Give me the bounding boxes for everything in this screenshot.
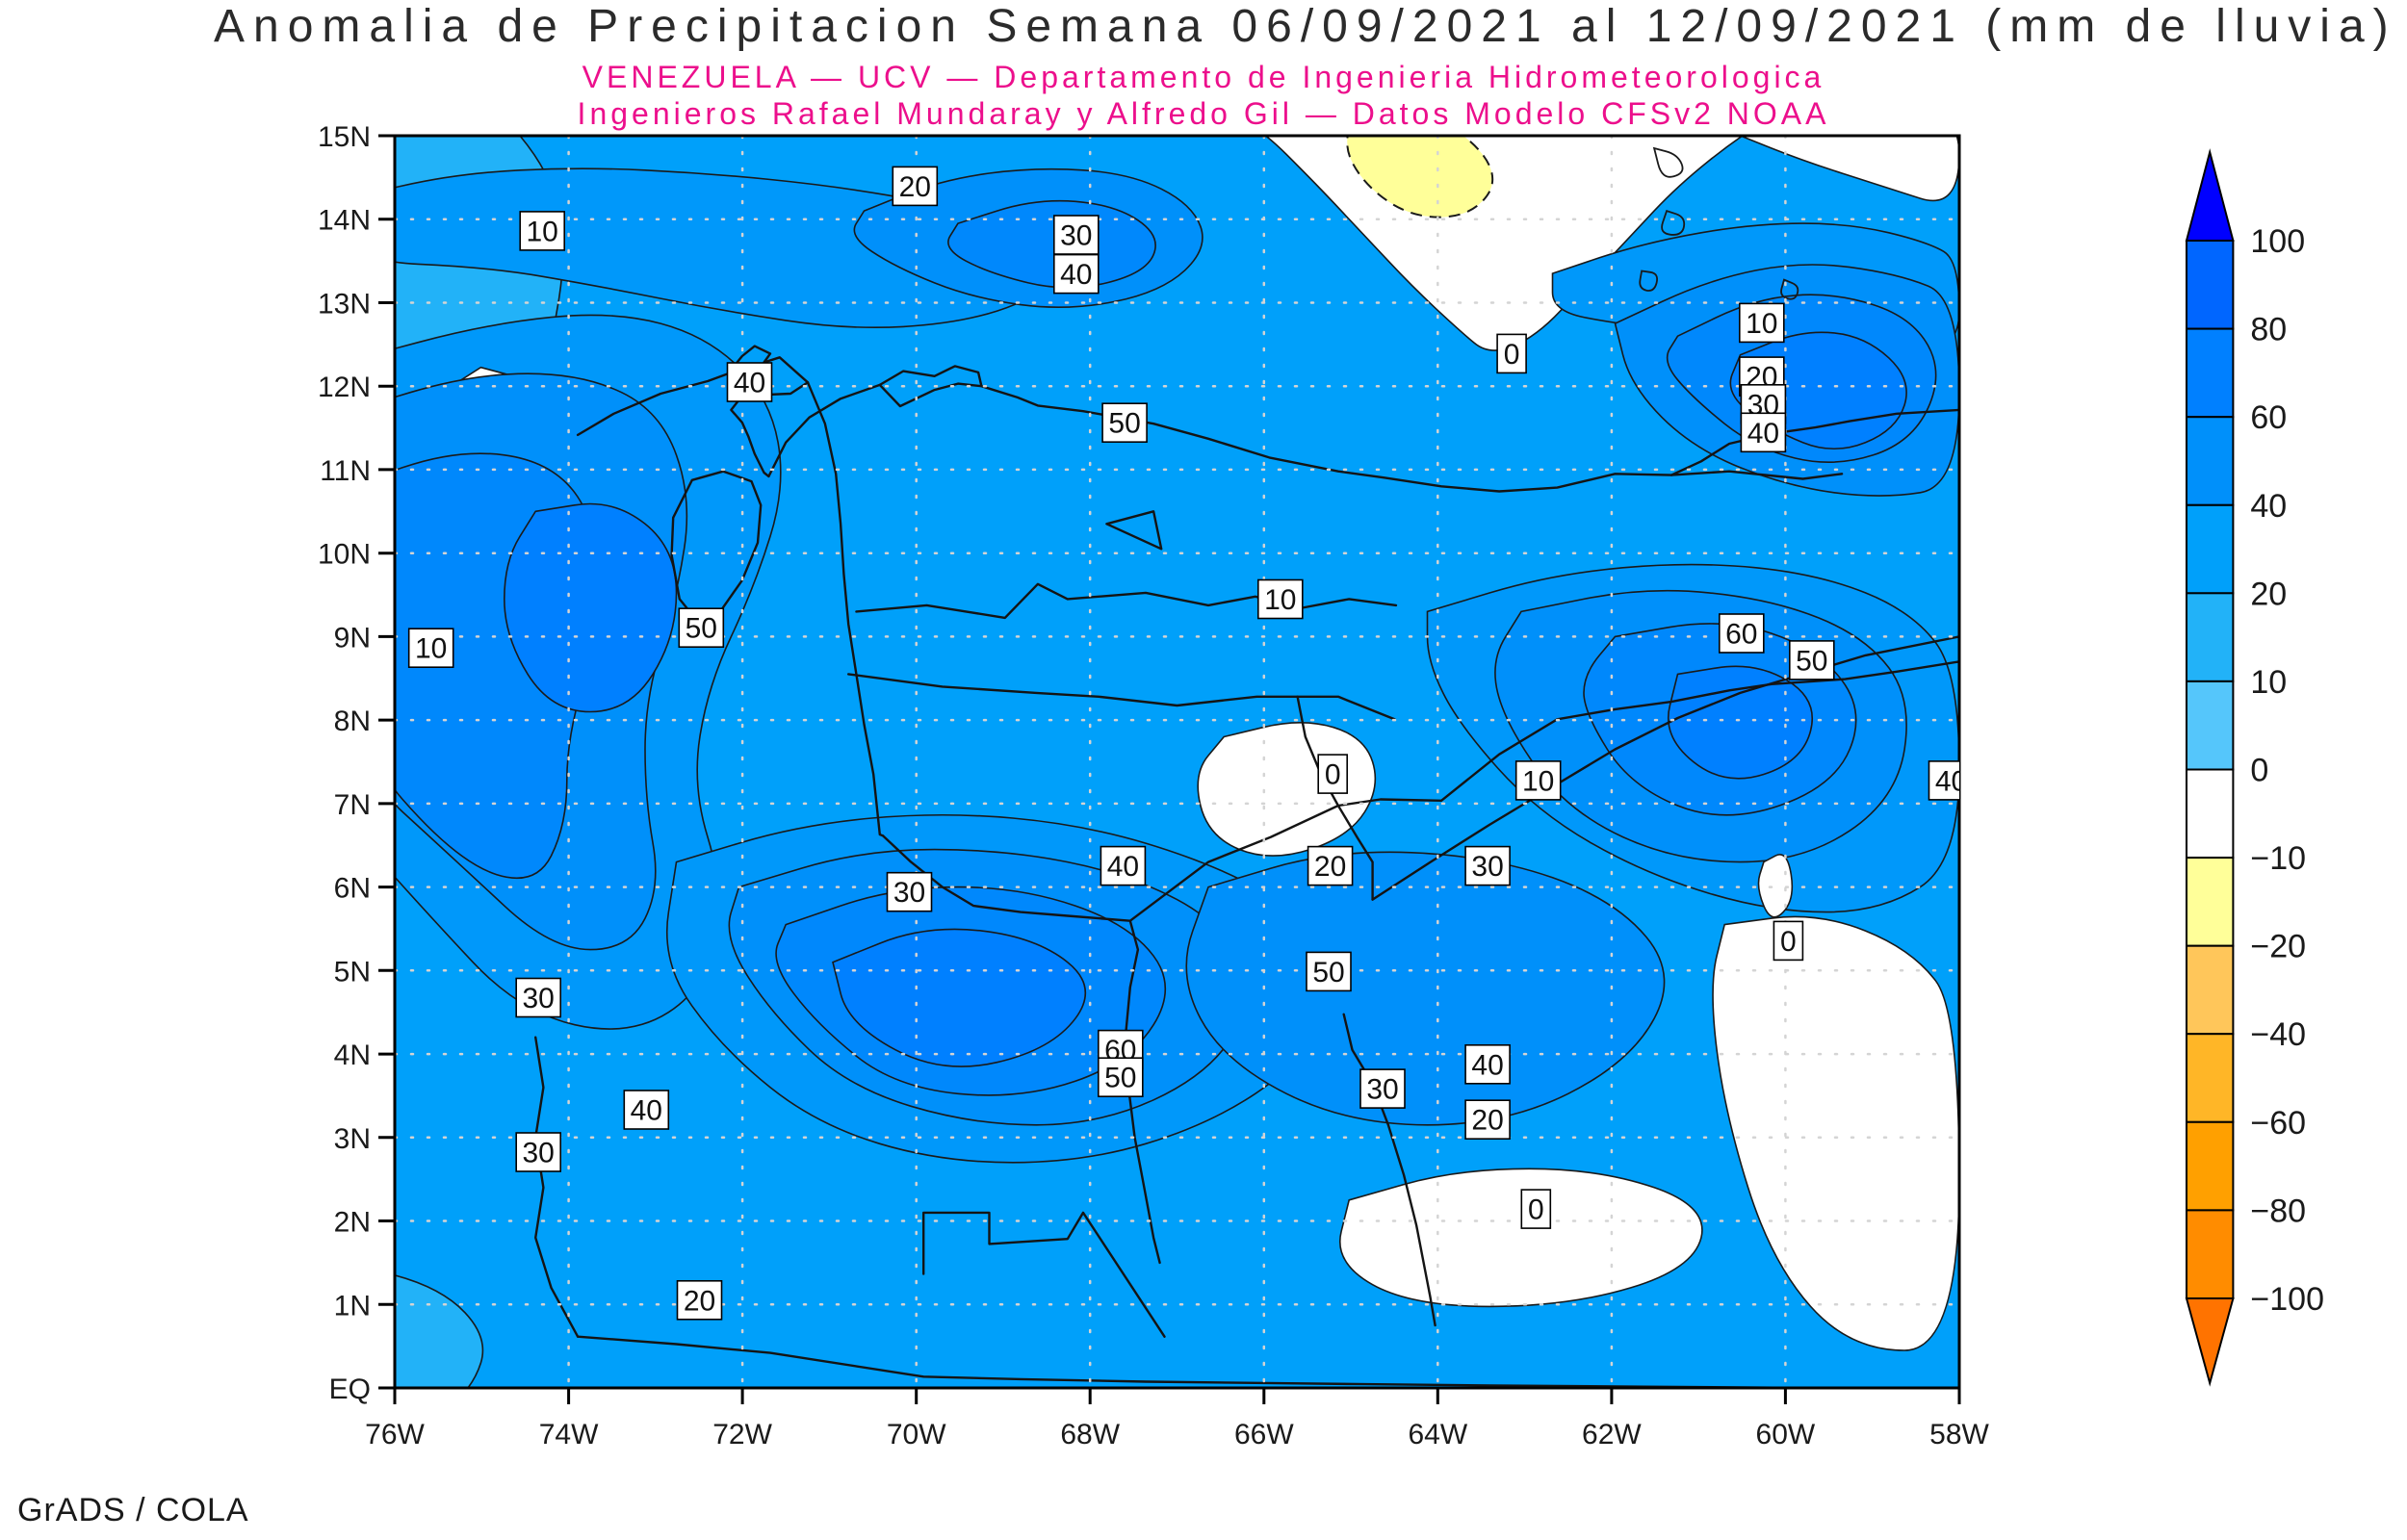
svg-text:64W: 64W bbox=[1408, 1419, 1467, 1450]
svg-text:30: 30 bbox=[1471, 851, 1503, 883]
svg-text:50: 50 bbox=[1312, 957, 1344, 988]
svg-text:76W: 76W bbox=[365, 1419, 425, 1450]
svg-text:60W: 60W bbox=[1756, 1419, 1816, 1450]
svg-text:50: 50 bbox=[686, 613, 717, 645]
svg-text:40: 40 bbox=[2250, 488, 2287, 525]
svg-text:60: 60 bbox=[1725, 619, 1757, 651]
svg-text:50: 50 bbox=[1796, 645, 1827, 677]
svg-text:10: 10 bbox=[415, 633, 447, 665]
svg-text:70W: 70W bbox=[887, 1419, 946, 1450]
svg-text:66W: 66W bbox=[1234, 1419, 1294, 1450]
svg-text:20: 20 bbox=[684, 1285, 715, 1317]
svg-text:9N: 9N bbox=[334, 622, 371, 654]
svg-text:100: 100 bbox=[2250, 223, 2305, 260]
svg-text:2N: 2N bbox=[334, 1207, 371, 1239]
svg-text:3N: 3N bbox=[334, 1123, 371, 1155]
svg-text:60: 60 bbox=[2250, 399, 2287, 436]
svg-text:50: 50 bbox=[1104, 1063, 1136, 1094]
svg-text:12N: 12N bbox=[318, 372, 371, 403]
svg-text:20: 20 bbox=[1314, 851, 1346, 883]
svg-text:20: 20 bbox=[899, 171, 931, 203]
svg-text:80: 80 bbox=[2250, 312, 2287, 348]
svg-text:0: 0 bbox=[1325, 759, 1341, 791]
svg-text:14N: 14N bbox=[318, 205, 371, 237]
svg-text:−20: −20 bbox=[2250, 929, 2306, 965]
svg-text:20: 20 bbox=[1471, 1105, 1503, 1137]
svg-text:30: 30 bbox=[523, 983, 555, 1014]
svg-text:40: 40 bbox=[1107, 851, 1139, 883]
svg-text:30: 30 bbox=[1060, 220, 1092, 252]
svg-text:20: 20 bbox=[2250, 576, 2287, 612]
svg-text:10N: 10N bbox=[318, 539, 371, 571]
svg-text:0: 0 bbox=[1528, 1194, 1544, 1226]
svg-text:−40: −40 bbox=[2250, 1016, 2306, 1053]
svg-text:EQ: EQ bbox=[329, 1373, 371, 1405]
svg-text:0: 0 bbox=[1504, 339, 1520, 371]
svg-text:10: 10 bbox=[1264, 584, 1296, 616]
svg-text:8N: 8N bbox=[334, 706, 371, 737]
svg-text:11N: 11N bbox=[320, 455, 371, 487]
svg-text:40: 40 bbox=[734, 368, 765, 399]
svg-text:50: 50 bbox=[1108, 408, 1140, 440]
svg-text:6N: 6N bbox=[334, 873, 371, 905]
svg-text:13N: 13N bbox=[318, 289, 371, 321]
svg-text:40: 40 bbox=[1471, 1049, 1503, 1081]
svg-text:0: 0 bbox=[1780, 926, 1797, 958]
svg-text:68W: 68W bbox=[1060, 1419, 1120, 1450]
svg-text:−60: −60 bbox=[2250, 1105, 2306, 1142]
svg-text:1N: 1N bbox=[334, 1290, 371, 1322]
svg-text:10: 10 bbox=[1746, 308, 1777, 340]
svg-text:30: 30 bbox=[1366, 1074, 1398, 1106]
svg-text:58W: 58W bbox=[1929, 1419, 1989, 1450]
svg-text:0: 0 bbox=[2250, 753, 2268, 789]
svg-text:4N: 4N bbox=[334, 1040, 371, 1071]
svg-text:10: 10 bbox=[2250, 664, 2287, 701]
svg-text:10: 10 bbox=[527, 216, 558, 247]
svg-text:10: 10 bbox=[1522, 765, 1554, 797]
svg-text:72W: 72W bbox=[712, 1419, 772, 1450]
svg-text:40: 40 bbox=[1060, 259, 1092, 291]
svg-text:−100: −100 bbox=[2250, 1281, 2324, 1318]
svg-text:5N: 5N bbox=[334, 956, 371, 988]
svg-text:74W: 74W bbox=[539, 1419, 599, 1450]
svg-text:40: 40 bbox=[1747, 418, 1779, 449]
svg-text:40: 40 bbox=[631, 1095, 662, 1127]
svg-text:30: 30 bbox=[523, 1138, 555, 1169]
svg-text:−80: −80 bbox=[2250, 1193, 2306, 1229]
svg-text:−10: −10 bbox=[2250, 840, 2306, 877]
svg-text:30: 30 bbox=[893, 877, 925, 909]
svg-text:7N: 7N bbox=[334, 789, 371, 821]
svg-text:62W: 62W bbox=[1582, 1419, 1642, 1450]
